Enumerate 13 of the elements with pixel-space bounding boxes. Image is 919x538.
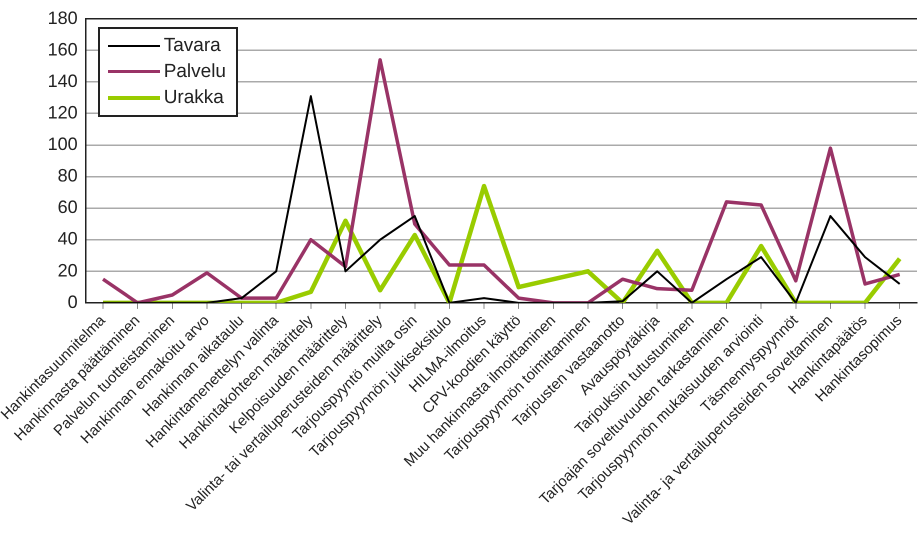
legend-label: Palvelu: [164, 60, 226, 83]
y-tick-label: 20: [58, 260, 78, 280]
y-tick-label: 120: [48, 102, 78, 122]
y-tick-label: 40: [58, 228, 78, 249]
y-tick-label: 180: [48, 8, 78, 28]
y-tick-label: 80: [58, 166, 78, 186]
legend-label: Tavara: [164, 34, 221, 57]
y-tick-label: 60: [58, 197, 78, 218]
y-tick-label: 100: [48, 134, 78, 154]
legend-label: Urakka: [164, 86, 224, 109]
y-tick-label: 140: [48, 70, 78, 91]
y-tick-label: 0: [68, 292, 78, 312]
y-tick-label: 160: [48, 39, 78, 60]
